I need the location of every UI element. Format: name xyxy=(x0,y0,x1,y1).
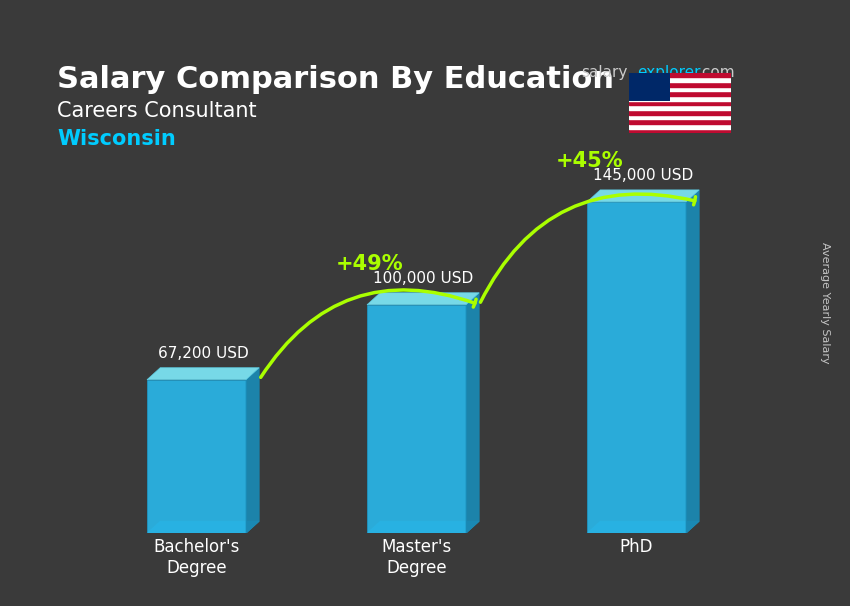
Text: Average Yearly Salary: Average Yearly Salary xyxy=(819,242,830,364)
Text: salary: salary xyxy=(581,65,627,81)
Bar xyxy=(629,96,731,101)
Text: 67,200 USD: 67,200 USD xyxy=(158,346,248,361)
Text: .com: .com xyxy=(697,65,734,81)
Polygon shape xyxy=(587,521,700,533)
Bar xyxy=(629,101,731,105)
Polygon shape xyxy=(367,521,479,533)
Bar xyxy=(629,87,731,92)
Bar xyxy=(629,105,731,110)
Text: 145,000 USD: 145,000 USD xyxy=(593,168,694,183)
Polygon shape xyxy=(147,368,259,380)
Bar xyxy=(629,92,731,96)
Bar xyxy=(629,110,731,115)
Bar xyxy=(629,119,731,124)
Polygon shape xyxy=(587,202,686,533)
Bar xyxy=(629,115,731,119)
Text: Wisconsin: Wisconsin xyxy=(58,129,176,149)
Bar xyxy=(629,73,731,78)
Polygon shape xyxy=(686,190,700,533)
Polygon shape xyxy=(147,521,259,533)
Bar xyxy=(629,82,731,87)
Bar xyxy=(629,73,670,101)
Bar xyxy=(629,124,731,128)
Polygon shape xyxy=(246,368,259,533)
Text: explorer: explorer xyxy=(638,65,700,81)
Bar xyxy=(629,128,731,133)
Polygon shape xyxy=(147,380,246,533)
Text: Salary Comparison By Education: Salary Comparison By Education xyxy=(58,65,615,95)
Text: +49%: +49% xyxy=(336,253,403,273)
Text: +45%: +45% xyxy=(555,151,623,171)
Text: 100,000 USD: 100,000 USD xyxy=(373,271,473,286)
Polygon shape xyxy=(587,190,700,202)
Polygon shape xyxy=(367,305,466,533)
Polygon shape xyxy=(466,293,479,533)
Polygon shape xyxy=(367,293,479,305)
Text: Careers Consultant: Careers Consultant xyxy=(58,101,257,121)
Bar xyxy=(629,78,731,82)
